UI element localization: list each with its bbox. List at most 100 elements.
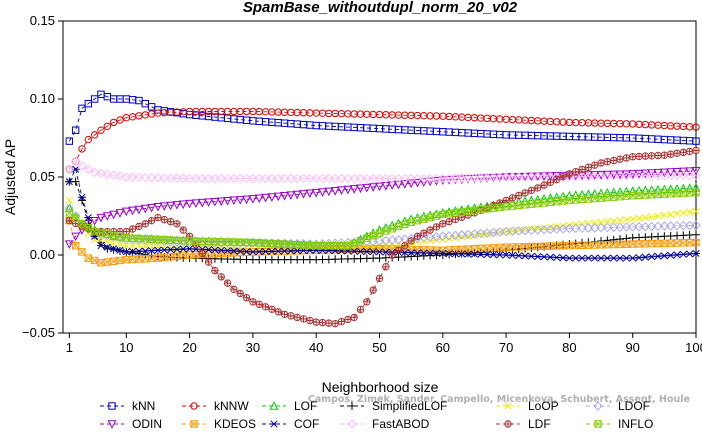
data-point [672,183,682,193]
data-point [197,173,207,184]
data-point [96,213,106,223]
data-point [388,251,396,259]
data-point [463,175,473,184]
data-point [628,170,638,179]
data-point [178,200,188,210]
data-point [280,192,289,201]
data-point [406,179,416,189]
data-point [116,256,124,265]
data-point [287,312,295,320]
data-point [463,173,473,183]
data-point [426,226,434,234]
data-point [653,184,663,194]
data-point [191,199,201,208]
data-point [381,182,391,191]
data-point [553,197,561,206]
data-point [451,215,460,224]
data-point [685,183,695,192]
data-point [520,172,530,182]
data-point [678,167,688,177]
data-point [64,164,75,174]
data-point [122,242,130,250]
data-point [116,240,124,248]
data-point [609,170,619,180]
data-point [71,241,80,250]
data-point [413,232,422,240]
data-point [515,201,523,210]
data-point [166,201,176,211]
data-point [65,137,74,145]
data-point [407,218,415,226]
data-point [305,173,315,184]
data-point [103,258,112,266]
data-point [591,161,599,169]
data-point [242,195,251,205]
data-point [603,236,612,245]
data-point [154,243,162,251]
legend-label: COF [294,417,319,431]
data-point [141,99,149,108]
data-point [166,253,175,261]
x-tick-label: 40 [309,340,323,355]
data-point [673,210,681,218]
legend-label: kNN [132,399,155,413]
data-point [147,217,156,225]
data-point [451,209,460,217]
data-point [534,199,542,208]
data-point [665,170,676,181]
data-point [216,197,226,207]
data-point [431,173,442,184]
data-point [347,419,357,429]
y-tick-label: 0.10 [30,91,55,106]
data-point [236,289,244,298]
data-point [269,401,279,410]
data-point [609,187,619,197]
data-point [508,202,517,210]
data-point [665,221,676,231]
data-point [184,173,195,184]
data-point [71,126,80,134]
y-tick-label: −0.05 [22,325,55,340]
data-point [127,172,138,182]
data-point [401,220,409,229]
data-point [324,173,334,184]
x-tick-label: 1 [66,340,73,355]
data-point [678,183,688,193]
data-point [627,170,638,181]
data-point [110,239,118,247]
data-point [146,172,157,183]
data-point [571,190,581,199]
data-point [381,173,391,184]
data-point [445,217,453,226]
data-point [165,173,176,183]
data-point [564,190,574,200]
data-point [102,212,112,221]
data-point [692,137,700,145]
data-point [293,313,301,322]
data-point [646,221,657,232]
data-point [311,188,321,198]
legend-label: FastABOD [372,417,430,431]
data-point [419,173,429,184]
data-point [134,172,144,183]
data-point [254,173,264,184]
data-point [178,173,188,184]
data-point [71,157,80,166]
data-point [179,251,187,260]
data-point [369,286,377,294]
data-point [609,171,619,181]
data-point [305,189,315,199]
data-point [489,173,498,183]
data-point [349,185,359,194]
data-point [197,198,207,208]
data-point [527,200,536,208]
data-point [610,217,618,225]
legend-item-fastabod: FastABOD [340,417,430,431]
data-point [553,175,561,184]
data-point [627,222,638,232]
data-point [387,173,397,184]
data-point [270,420,278,428]
data-point [90,131,99,139]
data-point [292,190,302,200]
data-point [470,206,479,215]
